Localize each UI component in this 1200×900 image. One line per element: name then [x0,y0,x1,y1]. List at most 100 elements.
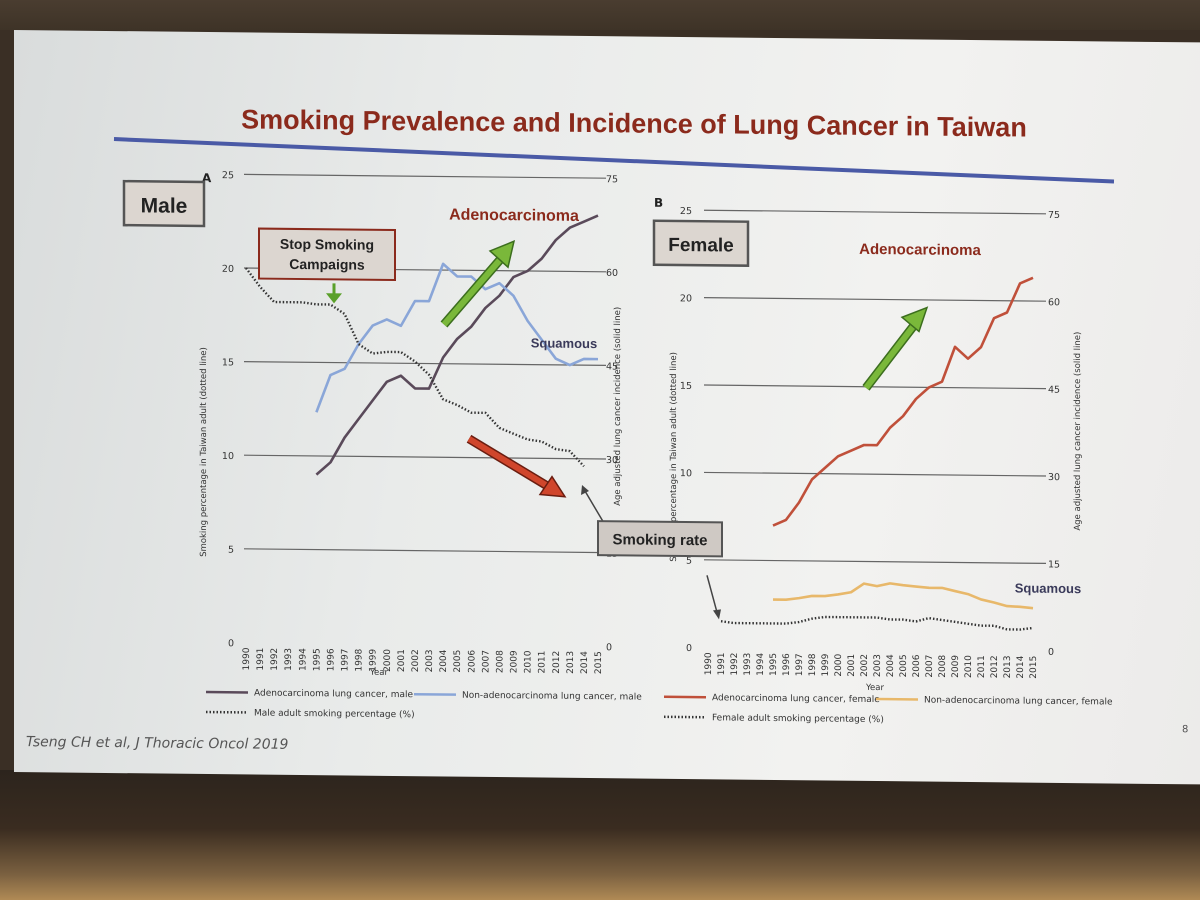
male-x-tick: 1996 [326,648,336,671]
squamous-annotation-male: Squamous [531,335,597,351]
female-legend-label-3: Female adult smoking percentage (%) [712,713,884,725]
female-x-tick: 2002 [860,654,870,677]
title-underline [113,137,1115,184]
female-x-tick: 2006 [912,654,922,677]
page-number: 8 [1182,724,1188,735]
male-x-tick: 2012 [552,651,562,674]
male-y-right-tick: 75 [606,174,618,185]
female-legend-label-2: Non-adenocarcinoma lung cancer, female [924,696,1113,708]
male-x-tick: 2010 [524,650,534,673]
female-series-line-2 [773,582,1034,610]
stop-smoking-campaigns-label-line2: Campaigns [289,256,365,273]
female-series-line-3 [720,615,1034,631]
y-axis-right-label-male: Age adjusted lung cancer incidence (soli… [613,307,623,506]
female-gridline [704,471,1046,477]
male-y-left-tick: 5 [228,545,234,556]
projected-slide: Smoking Prevalence and Incidence of Lung… [14,30,1200,785]
smoking-rate-pointer-male [581,484,605,524]
male-legend-label-1: Adenocarcinoma lung cancer, male [254,689,414,701]
stop-smoking-campaigns-box: Stop Smoking Campaigns [258,227,396,282]
male-x-tick: 2013 [566,651,576,674]
male-x-tick: 1994 [298,648,308,671]
female-x-tick: 1998 [808,653,818,676]
red-down-arrow-male [466,434,567,498]
male-y-left-tick: 25 [222,170,234,181]
female-x-tick: 1999 [821,653,831,676]
male-x-tick: 2015 [594,651,604,674]
female-y-right-tick: 60 [1048,297,1060,308]
female-gridline [704,559,1046,565]
female-x-tick: 1991 [717,652,727,675]
male-series-line-3 [245,267,585,468]
male-label-box: Male [122,179,206,228]
female-x-tick: 2007 [925,655,935,678]
smoking-rate-label: Smoking rate [612,531,707,549]
male-x-tick: 2005 [453,650,463,673]
male-legend-label-2: Non-adenocarcinoma lung cancer, male [462,691,642,703]
male-x-tick: 1998 [355,648,365,671]
male-legend-label-3: Male adult smoking percentage (%) [254,709,415,721]
squamous-annotation-female: Squamous [1015,580,1081,596]
female-y-right-tick: 0 [1048,647,1054,658]
female-label: Female [668,235,733,257]
female-x-tick: 2013 [1003,655,1013,678]
female-y-right-tick: 30 [1048,472,1060,483]
green-up-arrow-female [862,306,929,391]
male-x-tick: 2006 [467,650,477,673]
female-x-tick: 2010 [964,655,974,678]
citation: Tseng CH et al, J Thoracic Oncol 2019 [26,734,289,753]
female-x-tick: 2012 [990,655,1000,678]
female-y-right-tick: 75 [1048,210,1060,221]
panel-letter-b: B [654,196,663,210]
adenocarcinoma-annotation-male: Adenocarcinoma [449,207,579,225]
female-y-left-tick: 0 [686,643,692,654]
panel-letter-a: A [202,171,212,185]
y-axis-right-label-female: Age adjusted lung cancer incidence (soli… [1073,332,1083,531]
male-x-tick: 1997 [341,649,351,672]
male-x-tick: 2009 [510,650,520,673]
slide-canvas: Smoking Prevalence and Incidence of Lung… [26,104,1188,753]
male-gridline [244,548,606,554]
male-x-tick: 2003 [425,649,435,672]
male-x-tick: 2004 [439,649,449,672]
female-x-tick: 2011 [977,655,987,678]
male-y-left-tick: 0 [228,638,234,649]
adenocarcinoma-annotation-female: Adenocarcinoma [859,241,981,259]
male-series-line-1 [315,214,599,476]
male-x-tick: 1990 [242,647,252,670]
x-axis-label-female: Year [865,683,885,693]
y-axis-left-label-female: Smoking percentage in Taiwan adult (dott… [669,352,679,562]
y-axis-left-label-male: Smoking percentage in Taiwan adult (dott… [199,347,209,557]
male-x-tick: 1993 [284,648,294,671]
male-x-tick: 1991 [256,648,266,671]
female-x-tick: 1994 [756,653,766,676]
x-axis-label-male: Year [369,668,389,678]
female-x-tick: 1993 [743,653,753,676]
male-x-tick: 2001 [397,649,407,672]
male-y-right-tick: 0 [606,642,612,653]
slide-title: Smoking Prevalence and Incidence of Lung… [241,104,1027,142]
female-x-tick: 1995 [769,653,779,676]
male-y-right-tick: 60 [606,268,618,279]
male-gridline [244,361,606,366]
female-x-tick: 2001 [847,654,857,677]
female-y-left-tick: 10 [680,468,692,479]
green-up-arrow-male [440,239,516,328]
female-x-tick: 1992 [730,653,740,676]
campaign-down-arrow [326,283,342,304]
male-x-tick: 2014 [580,651,590,674]
plot-area-male: 0510152025015304560751990199119921993199… [206,170,642,721]
female-x-tick: 2008 [938,654,948,677]
male-y-left-tick: 15 [222,357,234,368]
male-series-line-2 [315,262,598,413]
female-x-tick: 2004 [886,654,896,677]
smoking-rate-pointer-female [706,575,721,620]
room-floor [0,770,1200,900]
female-gridline [704,297,1046,302]
smoking-rate-box: Smoking rate [597,520,723,558]
male-x-tick: 2000 [383,649,393,672]
male-x-tick: 2008 [495,650,505,673]
female-gridline [704,209,1046,215]
female-legend-label-1: Adenocarcinoma lung cancer, female [712,693,880,705]
